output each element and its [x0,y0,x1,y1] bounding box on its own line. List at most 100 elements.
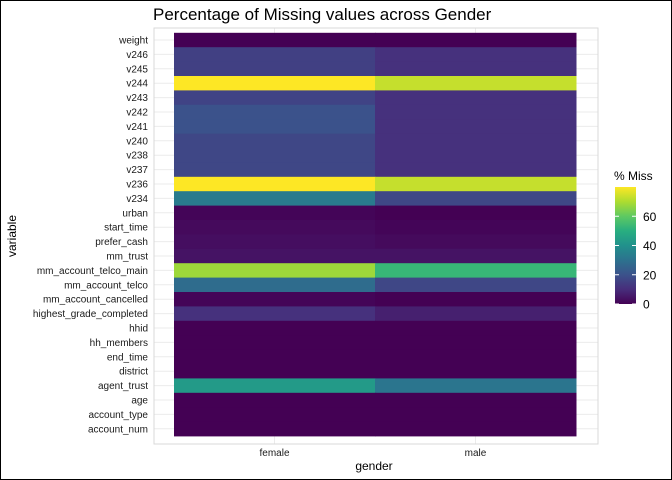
heatmap-cell-urban-male [375,205,577,221]
heatmap-cell-v245-male [375,61,577,77]
x-axis-title: gender [355,459,392,473]
y-tick-label: v238 [126,151,148,162]
y-tick-label: hh_members [90,338,148,349]
x-tick-label: male [465,448,487,459]
y-tick-label: v241 [126,122,148,133]
heatmap-cell-mm_trust-female [174,248,376,264]
y-tick-label: mm_account_cancelled [43,295,148,306]
y-tick-label: district [119,367,148,378]
heatmap-cell-end_time-male [375,349,577,365]
heatmap-cell-account_num-female [174,421,376,437]
y-tick-label: mm_trust [106,252,148,263]
y-tick-label: v236 [126,180,148,191]
y-tick-label: v237 [126,165,148,176]
heatmap-cell-start_time-female [174,220,376,235]
y-tick-label: v245 [126,64,148,75]
y-tick-label: hhid [129,324,148,335]
heatmap-cell-highest_grade_completed-female [174,306,376,322]
legend-tick-label: 20 [643,268,657,282]
heatmap-cell-agent_trust-female [174,378,376,394]
heatmap-cell-v241-male [375,119,577,134]
chart-title: Percentage of Missing values across Gend… [153,5,492,24]
heatmap-cell-prefer_cash-female [174,234,376,250]
y-axis-title: variable [5,215,19,257]
heatmap-cells [174,32,577,437]
heatmap-cell-district-male [375,364,577,379]
y-tick-label: highest_grade_completed [33,309,148,320]
heatmap-cell-v238-female [174,148,376,163]
heatmap-cell-agent_trust-male [375,378,577,394]
y-tick-label: v246 [126,50,148,61]
y-tick-label: v234 [126,194,148,205]
heatmap-cell-v242-female [174,104,376,120]
y-tick-label: weight [118,36,148,47]
heatmap-cell-age-male [375,392,577,408]
legend-title: % Miss [614,169,653,183]
heatmap-cell-v240-male [375,133,577,149]
y-tick-label: account_type [89,410,149,421]
heatmap-cell-v240-female [174,133,376,149]
y-tick-label: age [131,396,148,407]
heatmap-cell-weight-female [174,32,376,48]
y-tick-label: v242 [126,108,148,119]
legend-ticks: 0 20 40 60 [615,210,657,312]
heatmap-cell-district-female [174,364,376,379]
heatmap-cell-mm_account_cancelled-male [375,292,577,307]
heatmap-cell-hhid-male [375,320,577,336]
panel-border [153,27,599,445]
x-tick-label: female [259,448,289,459]
heatmap-cell-mm_account_telco_main-female [174,263,376,278]
heatmap-cell-v245-female [174,61,376,77]
heatmap-cell-mm_account_telco_main-male [375,263,577,278]
y-tick-label: v243 [126,93,148,104]
heatmap-cell-v244-female [174,76,376,91]
heatmap-cell-v237-male [375,162,577,178]
heatmap-cell-mm_account_cancelled-female [174,292,376,307]
legend-tick-label: 0 [643,298,650,312]
heatmap-cell-account_type-female [174,407,376,422]
y-tick-label: agent_trust [98,381,148,392]
heatmap-cell-v237-female [174,162,376,178]
heatmap-cell-account_num-male [375,421,577,437]
x-axis-ticks: female male [259,448,486,459]
y-tick-label: account_num [88,424,148,435]
heatmap-cell-urban-female [174,205,376,221]
heatmap-cell-v236-male [375,176,577,192]
y-tick-label: start_time [104,223,148,234]
legend-tick-label: 60 [643,210,657,224]
heatmap-cell-v246-male [375,47,577,62]
y-tick-label: end_time [107,352,149,363]
color-legend: % Miss 0 20 40 60 [614,169,657,312]
y-tick-label: urban [122,208,148,219]
heatmap-cell-end_time-female [174,349,376,365]
heatmap-cell-weight-male [375,32,577,48]
heatmap-cell-v242-male [375,104,577,120]
y-tick-label: mm_account_telco_main [37,266,148,277]
heatmap-cell-highest_grade_completed-male [375,306,577,322]
heatmap-cell-v234-male [375,191,577,206]
heatmap-cell-v234-female [174,191,376,206]
y-axis-ticks: weight v246 v245 v244 v243 v242 v241 v240 v238 v2… [33,36,149,436]
heatmap-cell-mm_trust-male [375,248,577,264]
y-tick-label: mm_account_telco [64,280,148,291]
heatmap-cell-mm_account_telco-female [174,277,376,293]
heatmap-cell-v241-female [174,119,376,134]
heatmap-cell-v243-female [174,90,376,106]
heatmap-cell-mm_account_telco-male [375,277,577,293]
heatmap-cell-account_type-male [375,407,577,422]
heatmap-cell-v243-male [375,90,577,106]
heatmap-cell-v246-female [174,47,376,62]
y-tick-label: v244 [126,79,148,90]
heatmap-cell-v244-male [375,76,577,91]
heatmap-cell-hhid-female [174,320,376,336]
heatmap-cell-hh_members-male [375,335,577,350]
heatmap-cell-hh_members-female [174,335,376,350]
y-tick-label: v240 [126,136,148,147]
heatmap-cell-v236-female [174,176,376,192]
y-tick-label: prefer_cash [95,237,148,248]
heatmap-cell-v238-male [375,148,577,163]
legend-tick-label: 40 [643,239,657,253]
heatmap-cell-start_time-male [375,220,577,235]
heatmap-cell-prefer_cash-male [375,234,577,250]
